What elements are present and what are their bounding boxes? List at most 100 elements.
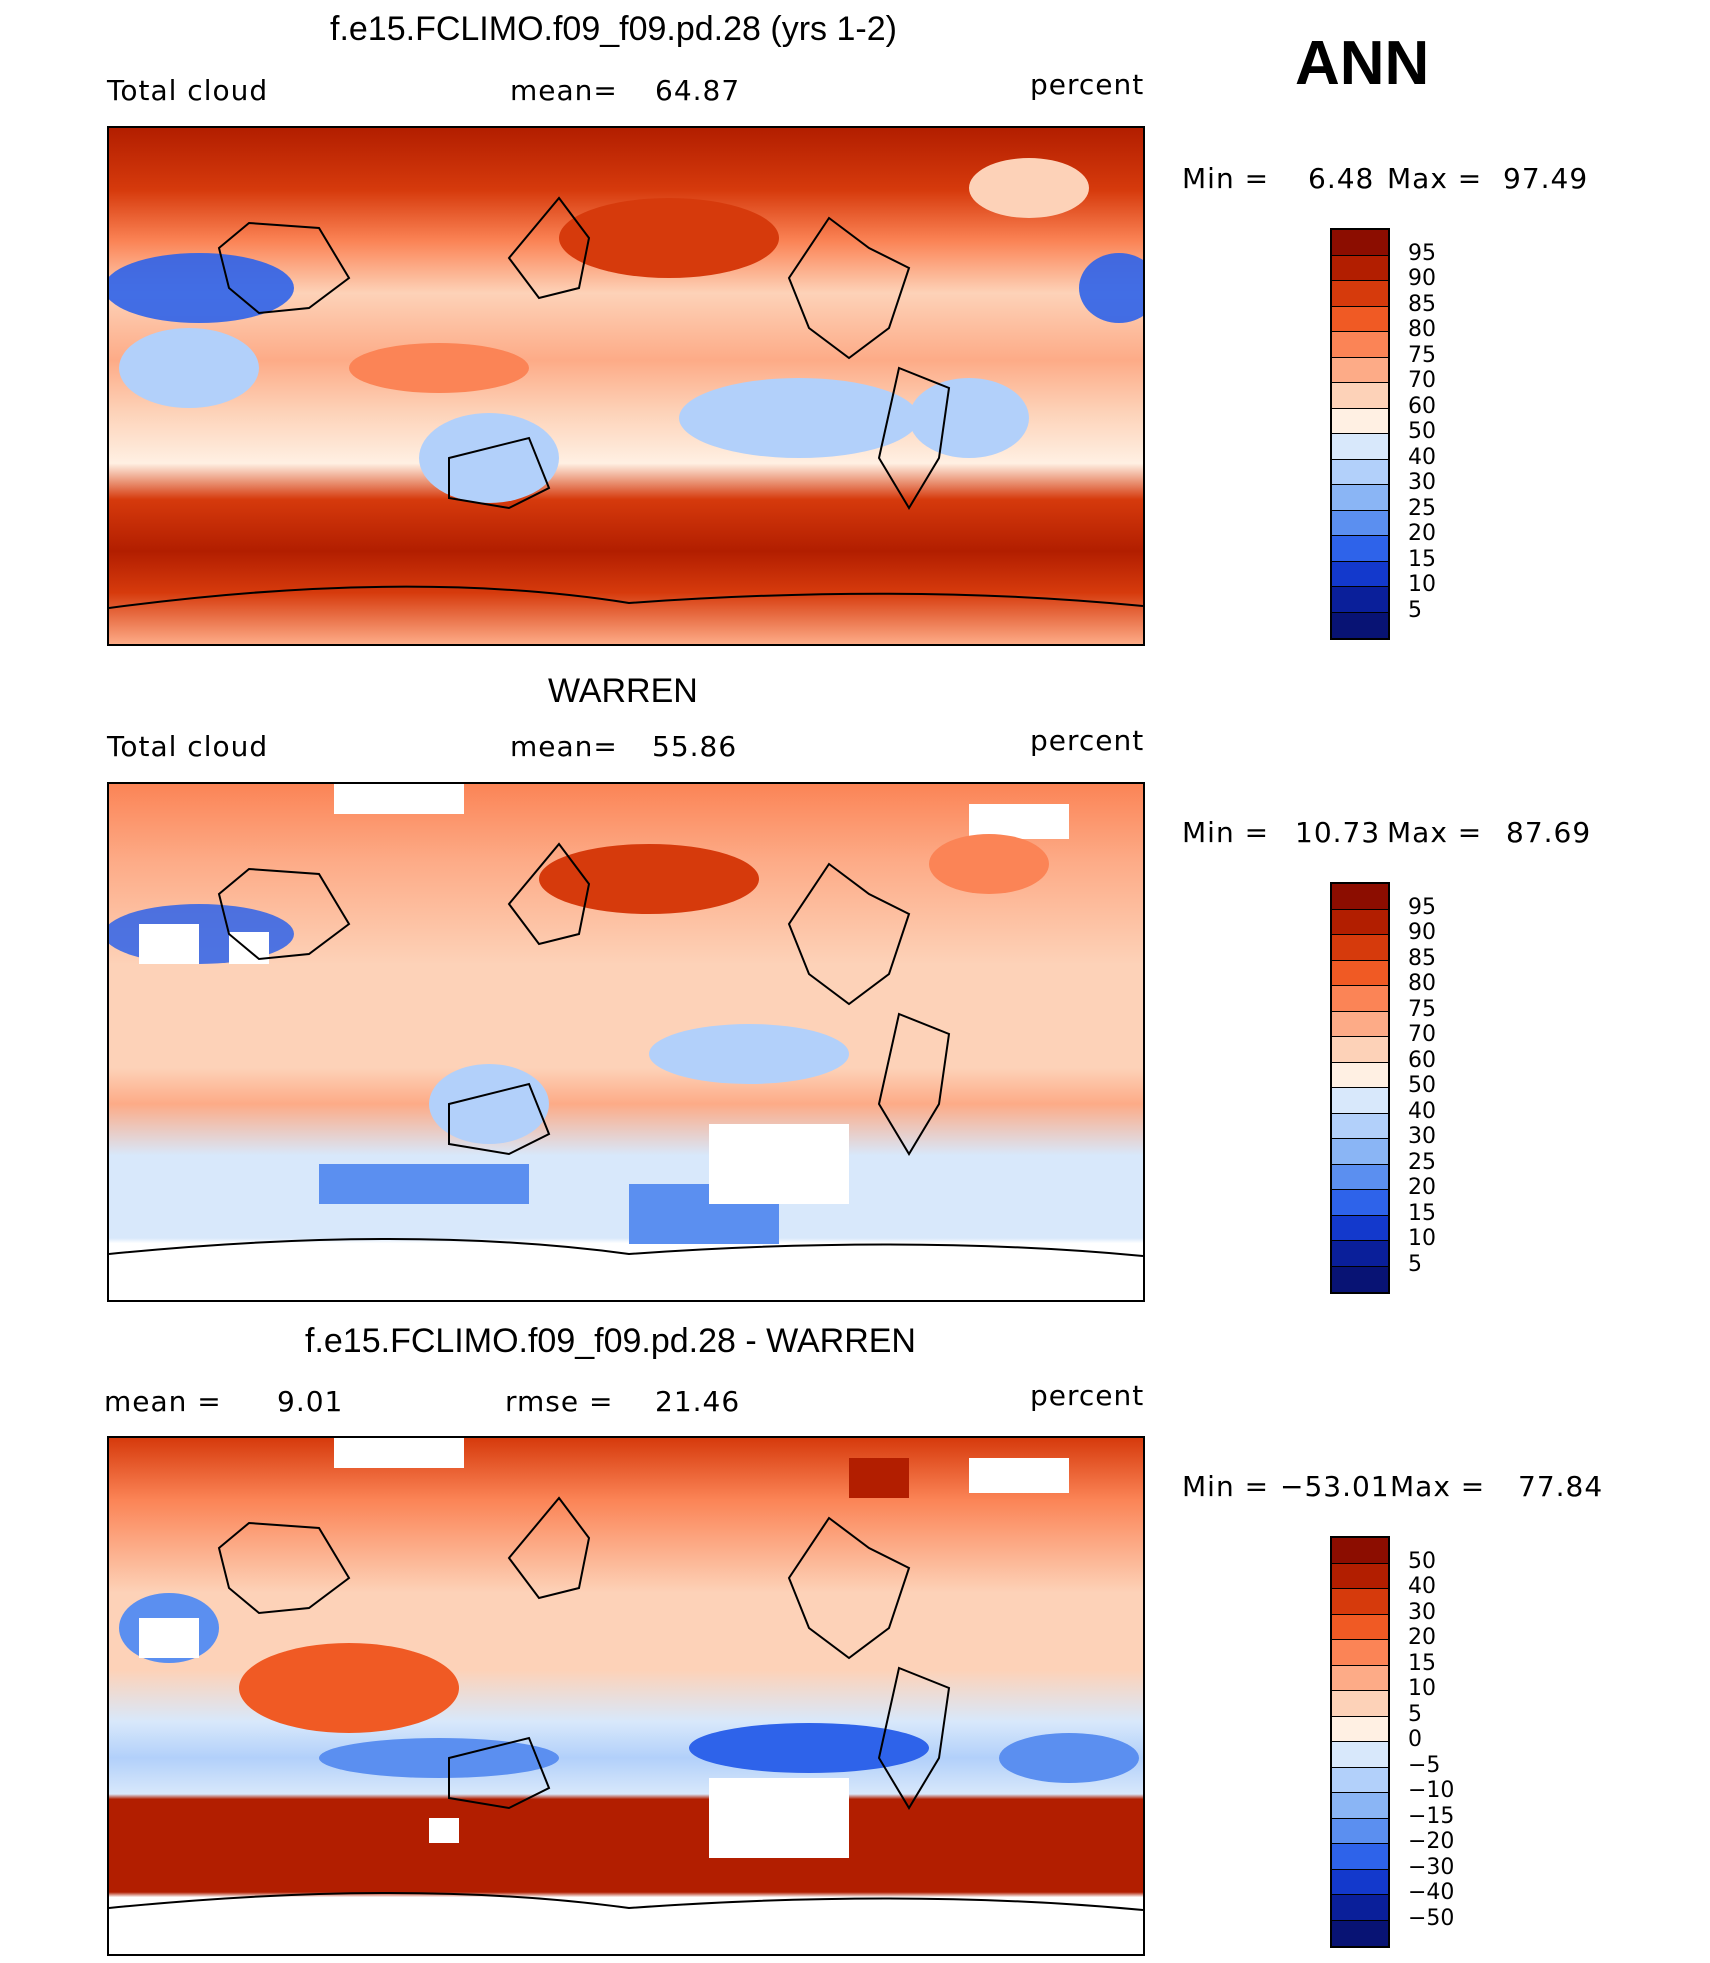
colorbar-tick-label: 30 [1408, 470, 1436, 495]
panel3-mean-label: mean = [104, 1385, 222, 1418]
colorbar-swatch [1332, 1538, 1388, 1564]
colorbar-tick-label: 30 [1408, 1124, 1436, 1149]
colorbar-swatch [1332, 230, 1388, 256]
colorbar-tick-label: 20 [1408, 1625, 1436, 1650]
colorbar-swatch [1332, 536, 1388, 562]
colorbar-swatch [1332, 1190, 1388, 1216]
panel3-max-value: 77.84 [1518, 1470, 1604, 1503]
colorbar-swatch [1332, 1869, 1388, 1895]
panel3-max-label: Max = [1390, 1470, 1486, 1503]
colorbar-tick-label: 20 [1408, 1175, 1436, 1200]
colorbar-swatch [1332, 1818, 1388, 1844]
colorbar-tick-label: 10 [1408, 1226, 1436, 1251]
colorbar-swatch [1332, 960, 1388, 986]
panel1-units-label: percent [1030, 68, 1145, 101]
panel3-rmse-label: rmse = [505, 1385, 614, 1418]
colorbar-swatch [1332, 1640, 1388, 1666]
colorbar-tick-label: 50 [1408, 1073, 1436, 1098]
colorbar-swatch [1332, 587, 1388, 613]
panel2-min-label: Min = [1182, 816, 1270, 849]
colorbar-tick-label: 5 [1408, 1701, 1422, 1727]
colorbar-tick-label: 10 [1408, 1676, 1436, 1701]
colorbar-swatch [1332, 1215, 1388, 1241]
colorbar-tick-label: 90 [1408, 266, 1436, 291]
panel2-map-field [109, 784, 1143, 1300]
colorbar-swatch [1332, 1793, 1388, 1819]
colorbar-swatch [1332, 1011, 1388, 1037]
colorbar-tick-label: 20 [1408, 521, 1436, 546]
panel3-title: f.e15.FCLIMO.f09_f09.pd.28 - WARREN [305, 1322, 916, 1360]
colorbar-tick-label: −50 [1408, 1905, 1455, 1931]
colorbar-swatch [1332, 1691, 1388, 1717]
colorbar-tick-label: 15 [1408, 1650, 1436, 1676]
colorbar-swatch [1332, 510, 1388, 536]
colorbar-tick-label: 0 [1408, 1727, 1422, 1752]
panel2-colorbar [1330, 882, 1390, 1294]
colorbar-tick-label: −5 [1408, 1752, 1441, 1778]
panel3-units-label: percent [1030, 1379, 1145, 1412]
colorbar-tick-label: 80 [1408, 317, 1436, 342]
colorbar-swatch [1332, 986, 1388, 1012]
panel2-max-label: Max = [1387, 816, 1483, 849]
colorbar-tick-label: 85 [1408, 291, 1436, 317]
colorbar-tick-label: 70 [1408, 368, 1436, 393]
colorbar-swatch [1332, 935, 1388, 961]
panel1-title: f.e15.FCLIMO.f09_f09.pd.28 (yrs 1-2) [330, 10, 897, 48]
colorbar-swatch [1332, 1920, 1388, 1946]
colorbar-swatch [1332, 1241, 1388, 1267]
colorbar-tick-label: 75 [1408, 996, 1436, 1022]
colorbar-tick-label: 95 [1408, 894, 1436, 920]
panel2-coastlines [109, 842, 1143, 1257]
colorbar-swatch [1332, 459, 1388, 485]
panel2-variable-label: Total cloud [107, 730, 269, 763]
colorbar-swatch [1332, 255, 1388, 281]
panel3-mean-value: 9.01 [277, 1385, 344, 1418]
colorbar-tick-label: −20 [1408, 1829, 1455, 1854]
colorbar-tick-label: 5 [1408, 1251, 1422, 1277]
colorbar-swatch [1332, 561, 1388, 587]
colorbar-tick-label: 95 [1408, 240, 1436, 266]
colorbar-swatch [1332, 485, 1388, 511]
panel1-coastlines [109, 196, 1143, 609]
colorbar-tick-label: 70 [1408, 1022, 1436, 1047]
panel3-min-value: −53.01 [1280, 1470, 1390, 1503]
colorbar-swatch [1332, 1139, 1388, 1165]
colorbar-swatch [1332, 1062, 1388, 1088]
panel2-min-value: 10.73 [1295, 816, 1381, 849]
panel1-min-value: 6.48 [1308, 162, 1375, 195]
panel2-units-label: percent [1030, 724, 1145, 757]
colorbar-tick-label: 40 [1408, 1098, 1436, 1124]
colorbar-swatch [1332, 1589, 1388, 1615]
panel2-mean-label: mean= [510, 730, 618, 763]
panel1-variable-label: Total cloud [107, 74, 269, 107]
colorbar-swatch [1332, 884, 1388, 910]
panel3-map-field [109, 1438, 1143, 1954]
panel1-mean-value: 64.87 [655, 74, 741, 107]
colorbar-tick-label: 50 [1408, 1548, 1436, 1574]
panel2-mean-value: 55.86 [652, 730, 738, 763]
colorbar-tick-label: 25 [1408, 495, 1436, 521]
colorbar-swatch [1332, 408, 1388, 434]
colorbar-tick-label: 60 [1408, 1047, 1436, 1073]
colorbar-tick-label: 80 [1408, 971, 1436, 996]
panel1-colorbar [1330, 228, 1390, 640]
colorbar-swatch [1332, 1767, 1388, 1793]
panel3-colorbar [1330, 1536, 1390, 1948]
panel1-max-label: Max = [1387, 162, 1483, 195]
colorbar-tick-label: 25 [1408, 1149, 1436, 1175]
colorbar-swatch [1332, 281, 1388, 307]
colorbar-tick-label: 75 [1408, 342, 1436, 368]
panel1-min-label: Min = [1182, 162, 1270, 195]
panel1-mean-label: mean= [510, 74, 618, 107]
colorbar-swatch [1332, 332, 1388, 358]
panel3-rmse-value: 21.46 [655, 1385, 741, 1418]
colorbar-swatch [1332, 1742, 1388, 1768]
colorbar-swatch [1332, 1037, 1388, 1063]
colorbar-swatch [1332, 357, 1388, 383]
colorbar-tick-label: 15 [1408, 546, 1436, 572]
colorbar-tick-label: 90 [1408, 920, 1436, 945]
colorbar-swatch [1332, 1563, 1388, 1589]
colorbar-swatch [1332, 612, 1388, 638]
colorbar-swatch [1332, 909, 1388, 935]
colorbar-swatch [1332, 1844, 1388, 1870]
